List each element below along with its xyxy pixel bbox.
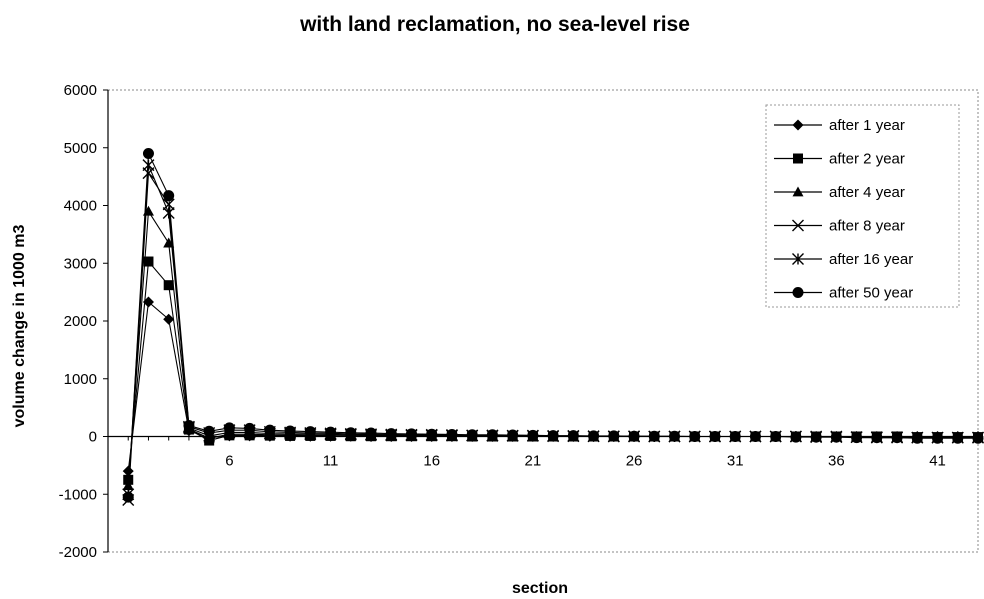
x-tick-label: 36 — [828, 453, 845, 470]
data-point — [162, 198, 175, 211]
legend-label: after 4 year — [829, 184, 905, 201]
data-point — [122, 491, 134, 503]
data-point — [122, 480, 134, 490]
data-point — [466, 429, 478, 441]
legend-marker — [792, 287, 804, 298]
x-axis-label: section — [512, 580, 568, 597]
series-after-1-year — [122, 296, 984, 477]
y-tick-label: 5000 — [64, 140, 97, 157]
legend-marker — [793, 153, 803, 164]
legend-item: after 50 year — [774, 285, 913, 302]
data-point — [163, 313, 175, 325]
data-point — [345, 427, 357, 439]
y-tick-label: 0 — [89, 429, 97, 446]
series-line — [127, 300, 978, 472]
data-point — [264, 424, 276, 436]
data-point — [183, 420, 195, 432]
legend-item: after 16 year — [774, 251, 913, 268]
x-tick-label: 11 — [323, 453, 339, 470]
legend-marker — [792, 219, 804, 232]
data-point — [911, 432, 923, 444]
legend-marker — [792, 119, 804, 131]
data-point — [142, 148, 154, 160]
data-point — [365, 427, 377, 439]
x-tick-labels: 6 11 16 21 26 31 36 41 — [107, 436, 979, 470]
data-point — [223, 422, 235, 434]
data-point — [891, 432, 903, 444]
y-tick-label: 6000 — [64, 82, 97, 99]
legend-item: after 1 year — [774, 117, 905, 134]
legend-item: after 8 year — [774, 218, 905, 235]
data-point — [932, 432, 944, 444]
data-point — [405, 428, 417, 440]
data-point — [163, 280, 174, 291]
data-point — [143, 256, 154, 267]
data-point — [851, 432, 863, 444]
data-point — [162, 207, 175, 220]
y-tick-labels: 6000 5000 4000 3000 2000 1000 0 -1000 -2000 — [59, 82, 108, 561]
legend-label: after 16 year — [829, 251, 913, 268]
data-point — [426, 428, 438, 440]
legend-label: after 2 year — [829, 151, 905, 168]
data-point — [203, 425, 215, 437]
legend: after 1 year after 2 year after 4 year afte… — [765, 104, 960, 308]
x-tick-label: 41 — [929, 453, 946, 470]
legend-label: after 50 year — [829, 285, 913, 302]
x-tick-label: 31 — [727, 453, 744, 470]
y-tick-label: 1000 — [64, 371, 97, 388]
legend-marker — [792, 253, 804, 265]
data-point — [244, 422, 256, 434]
data-point — [507, 429, 519, 441]
data-point — [952, 432, 964, 444]
legend-item: after 2 year — [774, 151, 905, 168]
data-point — [142, 296, 154, 308]
data-point — [304, 426, 316, 438]
y-tick-label: 2000 — [64, 313, 97, 330]
x-tick-label: 26 — [626, 453, 643, 470]
y-axis-label: volume change in 1000 m3 — [11, 225, 28, 428]
legend-label: after 8 year — [829, 218, 905, 235]
y-tick-label: -2000 — [59, 544, 97, 561]
x-tick-label: 16 — [423, 453, 440, 470]
data-point — [871, 432, 883, 444]
data-point — [325, 426, 337, 438]
data-point — [122, 465, 134, 477]
x-tick-label: 6 — [225, 453, 233, 470]
data-point — [547, 430, 559, 442]
data-point — [163, 190, 175, 202]
y-tick-label: 4000 — [64, 198, 97, 215]
y-tick-label: -1000 — [59, 486, 97, 503]
data-point — [567, 430, 579, 442]
data-point — [385, 428, 397, 440]
data-point — [527, 429, 539, 441]
data-point — [284, 425, 296, 437]
legend-marker — [792, 186, 804, 197]
y-tick-label: 3000 — [64, 255, 97, 272]
legend-label: after 1 year — [829, 117, 905, 134]
legend-box — [765, 104, 960, 308]
data-point — [972, 432, 984, 444]
data-point — [486, 429, 498, 441]
legend-item: after 4 year — [774, 184, 905, 201]
x-tick-label: 21 — [525, 453, 542, 470]
data-point — [446, 428, 458, 440]
chart-title: with land reclamation, no sea-level rise — [299, 13, 690, 36]
